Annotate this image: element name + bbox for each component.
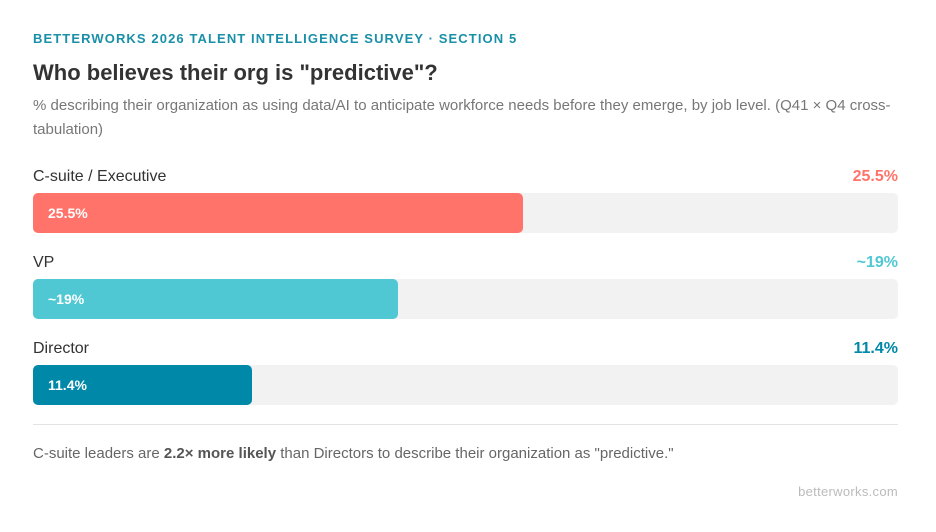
takeaway-text: C-suite leaders are bbox=[33, 445, 164, 462]
bar-row: C-suite / Executive 25.5% 25.5% bbox=[33, 166, 898, 252]
bar-track: 25.5% bbox=[33, 193, 898, 233]
chart-title: Who believes their org is "predictive"? bbox=[33, 60, 438, 85]
category-label: VP bbox=[33, 254, 55, 271]
bar: ~19% bbox=[33, 279, 398, 319]
bar-chart: C-suite / Executive 25.5% 25.5% VP ~19% … bbox=[33, 166, 898, 424]
bar-row: Director 11.4% 11.4% bbox=[33, 338, 898, 424]
bar-inner-label: 25.5% bbox=[48, 205, 88, 221]
bar-track: 11.4% bbox=[33, 365, 898, 405]
category-label: Director bbox=[33, 340, 90, 357]
source-label: betterworks.com bbox=[798, 484, 898, 499]
survey-eyebrow: BETTERWORKS 2026 TALENT INTELLIGENCE SUR… bbox=[33, 31, 518, 46]
chart-subtitle: % describing their organization as using… bbox=[33, 97, 891, 138]
bar: 25.5% bbox=[33, 193, 523, 233]
value-label: 25.5% bbox=[852, 168, 898, 185]
bar: 11.4% bbox=[33, 365, 252, 405]
takeaway-emphasis: 2.2× more likely bbox=[163, 445, 277, 462]
takeaway-text: than Directors to describe their organiz… bbox=[276, 445, 674, 462]
divider bbox=[33, 424, 898, 425]
bar-inner-label: ~19% bbox=[48, 291, 85, 307]
value-label: 11.4% bbox=[853, 340, 898, 357]
bar-track: ~19% bbox=[33, 279, 898, 319]
value-label: ~19% bbox=[856, 254, 898, 271]
category-label: C-suite / Executive bbox=[33, 168, 167, 185]
key-takeaway: C-suite leaders are 2.2× more likely tha… bbox=[33, 445, 674, 462]
bar-row: VP ~19% ~19% bbox=[33, 252, 898, 338]
bar-inner-label: 11.4% bbox=[48, 377, 87, 393]
